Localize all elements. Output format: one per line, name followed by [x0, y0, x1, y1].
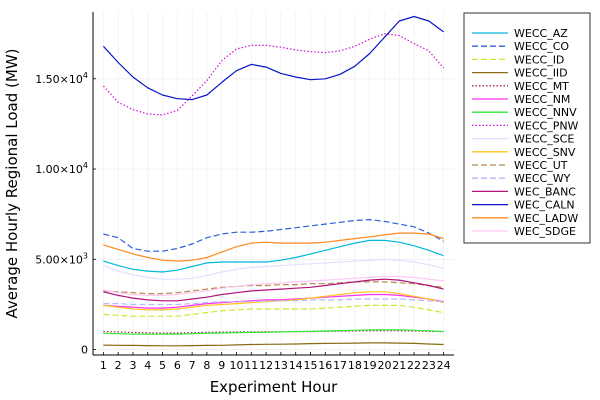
x-tick-label: 1	[100, 359, 107, 372]
legend-label: WECC_AZ	[514, 27, 568, 40]
legend-label: WEC_BANC	[514, 185, 576, 198]
legend-label: WECC_UT	[514, 159, 568, 172]
legend: WECC_AZWECC_COWECC_IDWECC_IIDWECC_MTWECC…	[463, 12, 591, 244]
x-tick-label: 6	[174, 359, 181, 372]
series-line-wecc_snv	[103, 291, 444, 311]
x-tick-label: 11	[244, 359, 258, 372]
x-tick-label: 15	[303, 359, 317, 372]
x-tick-label: 2	[115, 359, 122, 372]
legend-label: WECC_WY	[514, 172, 571, 185]
x-tick-label: 5	[159, 359, 166, 372]
series-line-wecc_pnw	[102, 33, 445, 116]
x-tick-label: 23	[422, 359, 436, 372]
x-tick-label: 18	[348, 359, 362, 372]
series-line-wecc_id	[103, 304, 444, 317]
x-axis-title: Experiment Hour	[210, 378, 338, 396]
x-tick-label: 22	[407, 359, 421, 372]
x-tick-label: 14	[289, 359, 303, 372]
x-tick-label: 21	[392, 359, 406, 372]
x-tick-label: 3	[129, 359, 136, 372]
x-tick-label: 10	[230, 359, 244, 372]
y-axis-title: Average Hourly Regional Load (MW)	[3, 48, 21, 318]
legend-label: WECC_PNW	[514, 119, 579, 132]
legend-label: WEC_LADW	[514, 212, 578, 225]
x-tick-label: 12	[259, 359, 273, 372]
x-tick-label: 9	[218, 359, 225, 372]
series-line-wecc_nm	[103, 293, 444, 309]
x-tick-label: 24	[437, 359, 451, 372]
series-line-wec_banc	[103, 278, 444, 302]
legend-label: WECC_MT	[514, 80, 569, 93]
x-ticks: 1 2 3 4 5 6 7 8 9 10 11 12 13 14 15 16 17 18 19 20 21 22 23 24	[100, 352, 451, 372]
legend-label: WECC_CO	[514, 40, 569, 53]
legend-label: WECC_NM	[514, 93, 570, 106]
series-line-wecc_iid	[103, 342, 444, 347]
x-tick-label: 4	[144, 359, 151, 372]
series-line-wec_ladw	[103, 232, 444, 262]
y-tick-label: 5.00×103	[35, 251, 88, 266]
grid	[93, 12, 454, 355]
legend-label: WECC_IID	[514, 67, 568, 80]
series-line-wec_sdge	[103, 275, 444, 296]
series-lines	[102, 15, 445, 347]
series-line-wec_caln	[102, 15, 444, 101]
series-line-wecc_mt	[103, 330, 444, 334]
x-tick-label: 17	[333, 359, 347, 372]
legend-label: WECC_SCE	[514, 133, 574, 146]
x-tick-label: 7	[189, 359, 196, 372]
series-line-wecc_sce	[103, 258, 444, 280]
series-line-wecc_nnv	[103, 329, 444, 335]
series-line-wecc_wy	[103, 298, 444, 306]
y-tick-label: 1.50×104	[35, 71, 88, 86]
series-line-wecc_ut	[103, 281, 444, 295]
y-ticks: 0 5.00×103 1.00×104 1.50×104	[35, 71, 96, 357]
legend-label: WEC_SDGE	[514, 225, 576, 238]
y-tick-label: 0	[81, 344, 88, 357]
legend-label: WECC_SNV	[514, 146, 576, 159]
x-tick-label: 19	[363, 359, 377, 372]
series-line-wecc_az	[103, 239, 444, 273]
x-tick-label: 8	[203, 359, 210, 372]
x-tick-label: 16	[318, 359, 332, 372]
legend-label: WECC_ID	[514, 53, 564, 66]
legend-label: WEC_CALN	[514, 199, 575, 212]
series-line-wecc_co	[103, 219, 444, 252]
legend-label: WECC_NNV	[514, 106, 577, 119]
y-tick-label: 1.00×104	[35, 161, 88, 176]
x-tick-label: 13	[274, 359, 288, 372]
x-tick-label: 20	[377, 359, 391, 372]
axes	[92, 12, 454, 356]
